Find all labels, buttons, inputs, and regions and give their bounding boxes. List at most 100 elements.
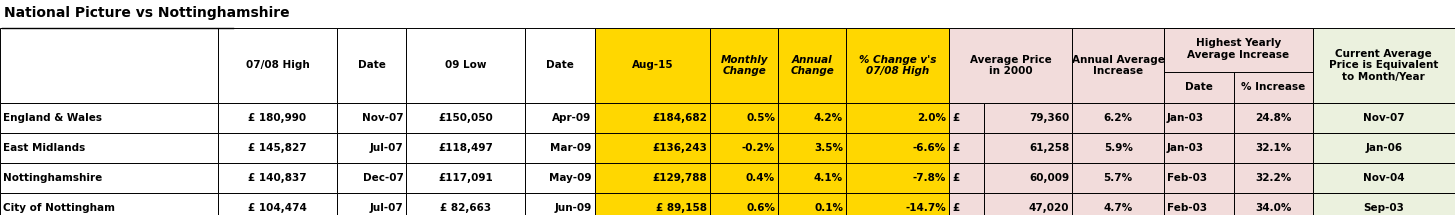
Text: Jun-09: Jun-09 <box>554 203 592 213</box>
Bar <box>0 193 218 215</box>
Bar <box>0 103 218 133</box>
Bar <box>595 193 710 215</box>
Text: Date: Date <box>546 60 573 71</box>
Text: £ 140,837: £ 140,837 <box>249 173 307 183</box>
Bar <box>984 103 1072 133</box>
Bar <box>1164 28 1312 103</box>
Text: Nottinghamshire: Nottinghamshire <box>3 173 102 183</box>
Bar <box>778 163 847 193</box>
Bar <box>525 193 595 215</box>
Bar <box>949 28 1072 103</box>
Bar <box>595 103 710 133</box>
Text: Jul-07: Jul-07 <box>370 143 403 153</box>
Text: 79,360: 79,360 <box>1029 113 1069 123</box>
Bar <box>1164 28 1312 103</box>
Text: 0.5%: 0.5% <box>746 113 776 123</box>
Bar <box>0 163 218 193</box>
Bar <box>595 133 710 163</box>
Text: 4.7%: 4.7% <box>1103 203 1133 213</box>
Text: £: £ <box>952 203 959 213</box>
Bar <box>406 163 525 193</box>
Text: Nov-07: Nov-07 <box>1363 113 1404 123</box>
Text: Date: Date <box>1184 82 1212 92</box>
Text: £118,497: £118,497 <box>438 143 493 153</box>
Bar <box>1164 133 1234 163</box>
Text: £ 82,663: £ 82,663 <box>441 203 492 213</box>
Bar <box>778 133 847 163</box>
Bar <box>595 28 710 103</box>
Bar <box>1072 193 1164 215</box>
Bar <box>338 133 406 163</box>
Text: Average Price
in 2000: Average Price in 2000 <box>969 55 1052 76</box>
Bar <box>778 28 847 103</box>
Bar <box>984 193 1072 215</box>
Bar <box>1164 163 1234 193</box>
Bar <box>1234 133 1312 163</box>
Bar <box>0 133 218 163</box>
Bar <box>218 163 338 193</box>
Bar <box>847 28 949 103</box>
Text: 24.8%: 24.8% <box>1254 113 1292 123</box>
Text: 0.1%: 0.1% <box>815 203 842 213</box>
Text: 5.7%: 5.7% <box>1103 173 1132 183</box>
Text: £ 145,827: £ 145,827 <box>249 143 307 153</box>
Text: City of Nottingham: City of Nottingham <box>3 203 115 213</box>
Text: England & Wales: England & Wales <box>3 113 102 123</box>
Bar <box>1164 103 1234 133</box>
Text: Feb-03: Feb-03 <box>1167 173 1208 183</box>
Text: Date: Date <box>358 60 386 71</box>
Text: £ 180,990: £ 180,990 <box>249 113 307 123</box>
Bar <box>847 133 949 163</box>
Bar <box>1072 133 1164 163</box>
Text: Jan-03: Jan-03 <box>1167 143 1205 153</box>
Bar <box>525 163 595 193</box>
Text: % Change v's
07/08 High: % Change v's 07/08 High <box>858 55 936 76</box>
Text: Nov-07: Nov-07 <box>362 113 403 123</box>
Text: £ 104,474: £ 104,474 <box>249 203 307 213</box>
Text: 32.1%: 32.1% <box>1256 143 1291 153</box>
Text: 4.1%: 4.1% <box>813 173 842 183</box>
Bar <box>406 193 525 215</box>
Text: 0.6%: 0.6% <box>746 203 776 213</box>
Bar <box>1234 193 1312 215</box>
Bar <box>525 103 595 133</box>
Text: Monthly
Change: Monthly Change <box>720 55 768 76</box>
Text: Apr-09: Apr-09 <box>553 113 592 123</box>
Text: £129,788: £129,788 <box>652 173 707 183</box>
Text: 0.4%: 0.4% <box>746 173 776 183</box>
Bar <box>984 133 1072 163</box>
Text: Aug-15: Aug-15 <box>631 60 674 71</box>
Bar <box>338 193 406 215</box>
Bar <box>595 163 710 193</box>
Bar <box>984 163 1072 193</box>
Bar <box>949 103 984 133</box>
Bar <box>1312 193 1455 215</box>
Bar <box>710 133 778 163</box>
Text: 5.9%: 5.9% <box>1104 143 1132 153</box>
Text: Dec-07: Dec-07 <box>362 173 403 183</box>
Bar <box>710 193 778 215</box>
Text: Mar-09: Mar-09 <box>550 143 592 153</box>
Bar <box>1234 163 1312 193</box>
Bar <box>1164 193 1234 215</box>
Bar <box>0 28 218 103</box>
Bar <box>1312 163 1455 193</box>
Bar <box>710 28 778 103</box>
Text: 6.2%: 6.2% <box>1104 113 1132 123</box>
Text: £: £ <box>952 173 959 183</box>
Bar <box>949 133 984 163</box>
Text: £: £ <box>952 143 959 153</box>
Bar <box>1072 103 1164 133</box>
Text: 07/08 High: 07/08 High <box>246 60 310 71</box>
Text: Annual Average
Increase: Annual Average Increase <box>1072 55 1164 76</box>
Bar <box>338 28 406 103</box>
Text: -6.6%: -6.6% <box>912 143 946 153</box>
Bar <box>406 28 525 103</box>
Bar <box>778 103 847 133</box>
Bar <box>218 193 338 215</box>
Bar <box>847 193 949 215</box>
Text: % Increase: % Increase <box>1241 82 1305 92</box>
Text: -0.2%: -0.2% <box>742 143 776 153</box>
Text: £: £ <box>952 113 959 123</box>
Text: £150,050: £150,050 <box>438 113 493 123</box>
